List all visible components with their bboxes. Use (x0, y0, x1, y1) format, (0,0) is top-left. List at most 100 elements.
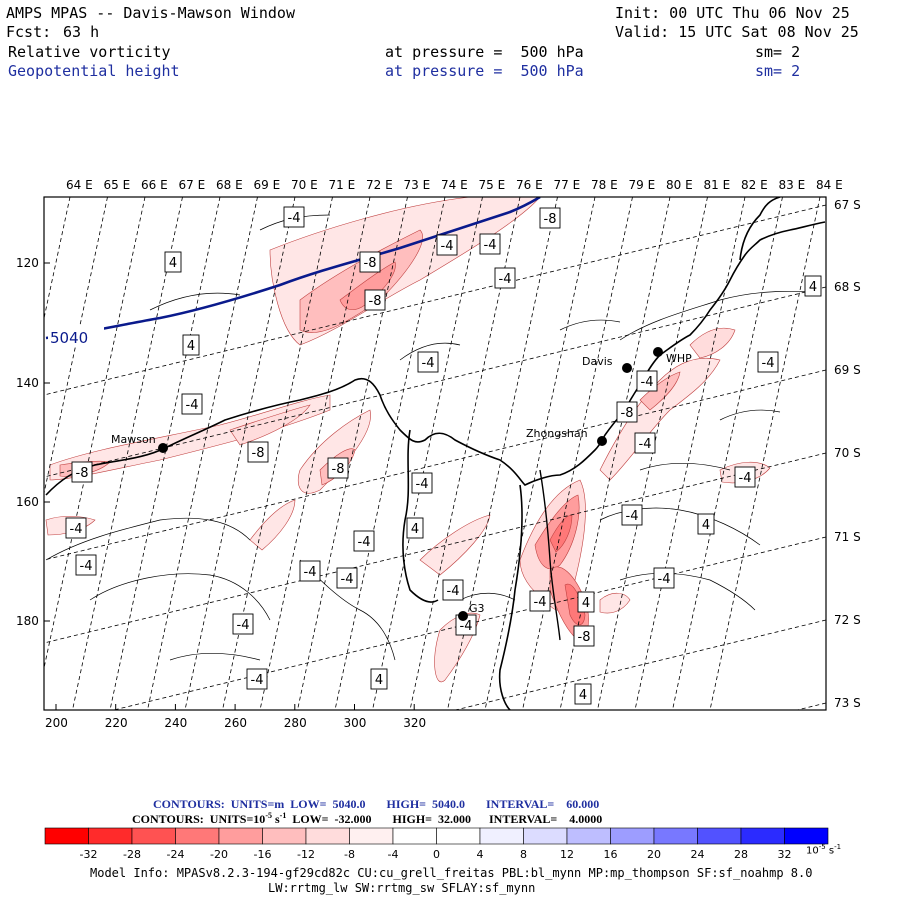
colorbar-tick-label: 12 (560, 848, 574, 861)
vorticity-label: -8 (573, 625, 595, 647)
svg-text:-4: -4 (422, 356, 435, 371)
colorbar-tick-label: 20 (647, 848, 661, 861)
height-contour-label: 5040 (50, 329, 88, 347)
colorbar-swatch (44, 827, 89, 845)
vorticity-label: -4 (479, 233, 501, 255)
vorticity-label: 4 (574, 683, 592, 705)
station-mawson: Mawson (111, 433, 168, 453)
colorbar-tick-label: 4 (477, 848, 484, 861)
vorticity-label: -4 (411, 472, 433, 494)
vorticity-label: -4 (181, 393, 203, 415)
lon-label: 77 E (554, 178, 581, 192)
colorbar-tick-label: 0 (433, 848, 440, 861)
lat-label: 73 S (834, 696, 861, 710)
svg-text:4: 4 (579, 688, 587, 703)
lon-label: 69 E (254, 178, 281, 192)
svg-text:-8: -8 (369, 294, 382, 309)
svg-text:-8: -8 (332, 462, 345, 477)
init-time: Init: 00 UTC Thu 06 Nov 25 (615, 4, 850, 22)
lon-label: 65 E (104, 178, 131, 192)
vorticity-label: -4 (621, 504, 643, 526)
svg-text:-4: -4 (358, 535, 371, 550)
colorbar-swatch (523, 827, 568, 845)
x-tick-label: 320 (403, 716, 426, 730)
vorticity-label: 4 (577, 591, 595, 613)
x-tick-label: 240 (164, 716, 187, 730)
lat-label: 72 S (834, 613, 861, 627)
svg-text:G3: G3 (469, 602, 485, 615)
vorticity-label: -4 (436, 234, 458, 256)
vorticity-label: -4 (353, 530, 375, 552)
colorbar-swatch (697, 827, 742, 845)
colorbar-units: 10-5 s-1 (806, 843, 842, 857)
svg-text:-4: -4 (237, 618, 250, 633)
colorbar-swatch (610, 827, 655, 845)
svg-text:WHP: WHP (666, 352, 692, 365)
coastline (45, 221, 826, 496)
lat-label: 71 S (834, 530, 861, 544)
svg-text:4: 4 (169, 256, 177, 271)
lon-label: 72 E (366, 178, 393, 192)
svg-text:-8: -8 (76, 466, 89, 481)
lon-labels: 64 E 65 E 66 E 67 E 68 E 69 E 70 E 71 E 72 E 73 E… (66, 178, 843, 192)
svg-text:4: 4 (411, 522, 419, 537)
lon-label: 83 E (779, 178, 806, 192)
vorticity-label: -4 (299, 560, 321, 582)
vorticity-label: -4 (417, 351, 439, 373)
vorticity-label: 4 (804, 275, 822, 297)
y-tick-label: 140 (16, 376, 39, 390)
lat-label: 70 S (834, 446, 861, 460)
svg-text:-4: -4 (641, 375, 654, 390)
colorbar-swatch (218, 827, 263, 845)
vorticity-label: -8 (247, 441, 269, 463)
colorbar-tick-label: 28 (734, 848, 748, 861)
colorbar: -32 -28 -24 -20 -16 -12 -8 -4 0 4 8 12 16 20 24 28 32 (44, 827, 829, 861)
lon-label: 74 E (441, 178, 468, 192)
svg-text:-4: -4 (484, 238, 497, 253)
svg-text:-4: -4 (288, 211, 301, 226)
svg-text:-8: -8 (578, 630, 591, 645)
vorticity-label: -4 (757, 351, 779, 373)
vorticity-label: -4 (336, 567, 358, 589)
svg-text:-4: -4 (447, 584, 460, 599)
vorticity-label: -4 (75, 554, 97, 576)
lon-label: 71 E (329, 178, 356, 192)
colorbar-swatch (175, 827, 220, 845)
lon-label: 78 E (591, 178, 618, 192)
vorticity-label: 4 (370, 668, 388, 690)
svg-text:4: 4 (809, 280, 817, 295)
colorbar-tick-label: 32 (778, 848, 792, 861)
svg-text:-4: -4 (626, 509, 639, 524)
vorticity-labels: -4 -8 4 -8 -4 -4 -4 -8 4 4 -4 -4 -4 -4 -8 -8 -4 -8 -8 -4 -4 -… (65, 206, 822, 705)
vorticity-label: -4 (636, 370, 658, 392)
model-info-line1: Model Info: MPASv8.2.3-194-gf29cd82c CU:… (90, 866, 813, 880)
colorbar-swatch (436, 827, 481, 845)
svg-text:-8: -8 (252, 446, 265, 461)
svg-text:-4: -4 (70, 522, 83, 537)
colorbar-tick-label: 24 (691, 848, 705, 861)
svg-text:-4: -4 (80, 559, 93, 574)
vorticity-label: -4 (246, 668, 268, 690)
station-davis: Davis (582, 355, 632, 373)
y-tick-label: 160 (16, 495, 39, 509)
lat-labels: 67 S 68 S 69 S 70 S 71 S 72 S 73 S (834, 198, 861, 710)
field2-smoothing: sm= 2 (755, 62, 801, 80)
svg-text:4: 4 (375, 673, 383, 688)
colorbar-swatch (784, 827, 829, 845)
vorticity-label: -4 (653, 567, 675, 589)
height-contour-info: CONTOURS: UNITS=m LOW= 5040.0 HIGH= 5040… (153, 797, 600, 811)
colorbar-swatch (305, 827, 350, 845)
vorticity-label: -8 (327, 457, 349, 479)
svg-text:Mawson: Mawson (111, 433, 156, 446)
lon-label: 84 E (816, 178, 843, 192)
station-g3: G3 (458, 602, 485, 621)
colorbar-tick-label: -32 (80, 848, 98, 861)
vorticity-label: -4 (529, 590, 551, 612)
colorbar-tick-label: -16 (254, 848, 272, 861)
lat-label: 69 S (834, 363, 861, 377)
svg-text:-8: -8 (544, 212, 557, 227)
vorticity-label: -8 (359, 251, 381, 273)
svg-text:-8: -8 (364, 256, 377, 271)
lat-label: 67 S (834, 198, 861, 212)
